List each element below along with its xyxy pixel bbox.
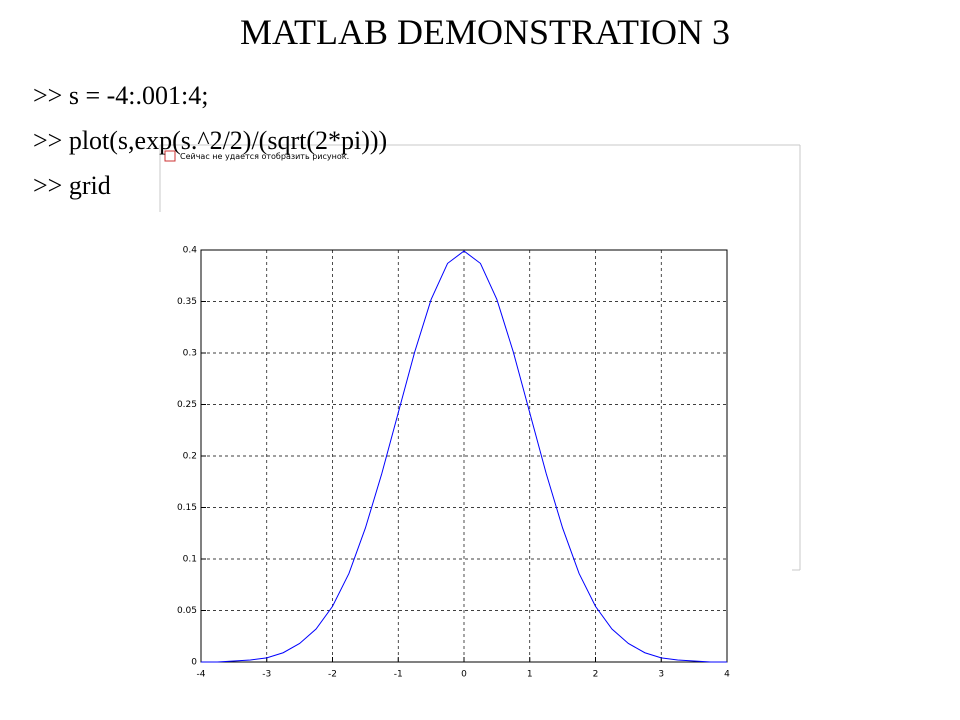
broken-icon [164, 150, 176, 162]
code-line: >> grid [33, 171, 111, 200]
y-tick-label: 0.4 [183, 246, 198, 256]
x-tick-label: 3 [658, 670, 664, 680]
plot: 0 0.05 0.1 0.15 0.2 0.25 0.3 0.35 0.4 -4 -3 -2 -1 0 1 2… [177, 246, 730, 680]
x-tick-label: -3 [262, 670, 271, 680]
code-line: >> s = -4:.001:4; [33, 81, 208, 110]
x-tick-label: 1 [527, 670, 533, 680]
axes-box [200, 249, 728, 663]
slide-title: MATLAB DEMONSTRATION 3 [240, 12, 730, 52]
x-tick-label: 4 [724, 670, 730, 680]
y-tick-label: 0.35 [177, 297, 197, 307]
y-tick-label: 0 [191, 658, 197, 668]
x-tick-label: -4 [197, 670, 206, 680]
curve [201, 250, 727, 663]
placeholder-text: Сейчас не удается отобразить рисунок. [180, 152, 349, 161]
x-tick-label: 0 [461, 670, 467, 680]
y-tick-label: 0.05 [177, 606, 197, 616]
x-tick-label: -1 [394, 670, 403, 680]
y-tick-label: 0.15 [177, 503, 197, 513]
y-tick-label: 0.3 [183, 349, 197, 359]
image-frame: Сейчас не удается отобразить рисунок. [159, 144, 801, 571]
x-tick-label: -2 [328, 670, 337, 680]
x-tick-label: 2 [593, 670, 599, 680]
y-tick-label: 0.25 [177, 400, 197, 410]
code-line: >> plot(s,exp(s.^2/2)/(sqrt(2*pi))) [33, 126, 387, 155]
y-tick-label: 0.1 [183, 555, 197, 565]
y-tick-label: 0.2 [183, 452, 197, 462]
